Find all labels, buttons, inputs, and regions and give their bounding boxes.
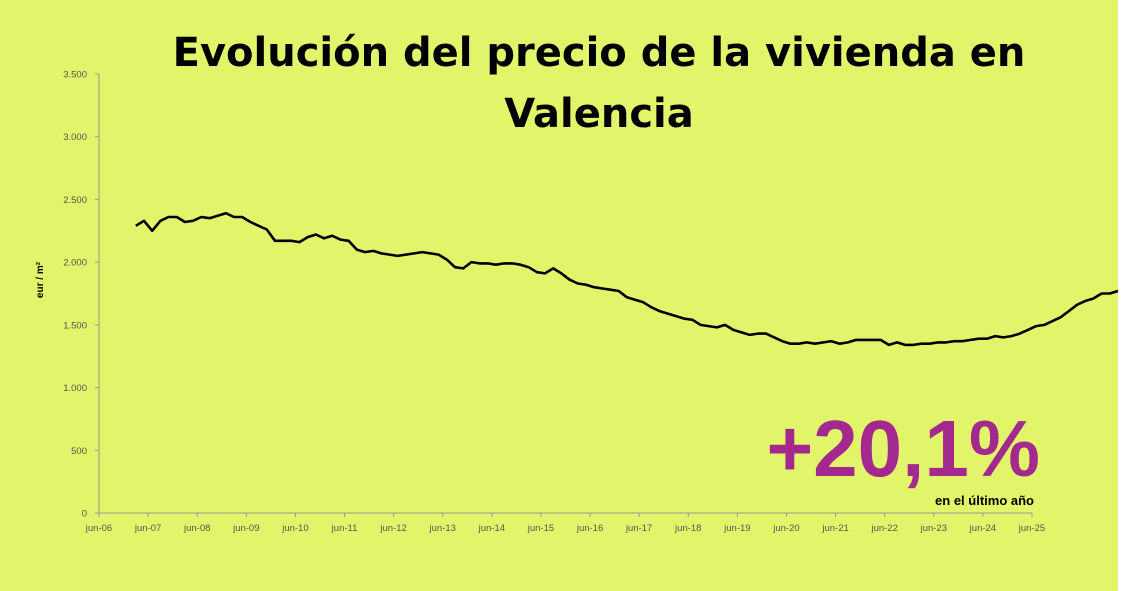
y-tick-label: 0 (82, 509, 87, 520)
big-percentage-caption: en el último año (935, 493, 1034, 508)
chart-title-line-1: Evolución del precio de la vivienda en (173, 30, 1026, 76)
y-tick-label: 3.000 (63, 132, 87, 143)
x-tick-label: jun-18 (674, 523, 701, 534)
x-tick-label: jun-24 (969, 523, 996, 534)
x-tick-label: jun-17 (625, 523, 652, 534)
x-tick-label: jun-20 (772, 523, 799, 534)
x-tick-label: jun-07 (134, 523, 161, 534)
y-tick-label: 2.000 (63, 258, 87, 269)
x-tick-label: jun-14 (478, 523, 505, 534)
y-tick-label: 500 (71, 446, 87, 457)
y-axis-label: eur / m² (35, 261, 46, 298)
x-tick-label: jun-22 (870, 523, 897, 534)
x-tick-label: jun-10 (281, 523, 308, 534)
big-percentage: +20,1% (766, 404, 1040, 493)
y-tick-label: 3.500 (63, 70, 87, 81)
price-series-line (135, 211, 1118, 347)
x-tick-label: jun-11 (331, 523, 358, 534)
y-tick-label: 2.500 (63, 195, 87, 206)
x-axis: jun-06 jun-07 jun-08 jun-09 jun-10 jun-11 jun-… (85, 513, 1045, 534)
x-tick-label: jun-21 (821, 523, 848, 534)
x-tick-label: jun-16 (576, 523, 603, 534)
x-tick-label: jun-25 (1018, 523, 1045, 534)
x-tick-label: jun-15 (527, 523, 554, 534)
x-tick-label: jun-08 (183, 523, 210, 534)
x-tick-label: jun-12 (379, 523, 406, 534)
x-tick-label: jun-09 (232, 523, 259, 534)
chart-title: Evolución del precio de la vivienda en V… (173, 30, 1026, 137)
y-axis: 0 500 1.000 1.500 2.000 2.500 3.000 3.500 (63, 70, 99, 520)
x-tick-label: jun-23 (920, 523, 947, 534)
chart-title-line-2: Valencia (504, 91, 694, 137)
x-tick-label: jun-19 (723, 523, 750, 534)
y-tick-label: 1.000 (63, 383, 87, 394)
x-tick-label: jun-06 (85, 523, 112, 534)
x-tick-label: jun-13 (429, 523, 456, 534)
y-tick-label: 1.500 (63, 320, 87, 331)
